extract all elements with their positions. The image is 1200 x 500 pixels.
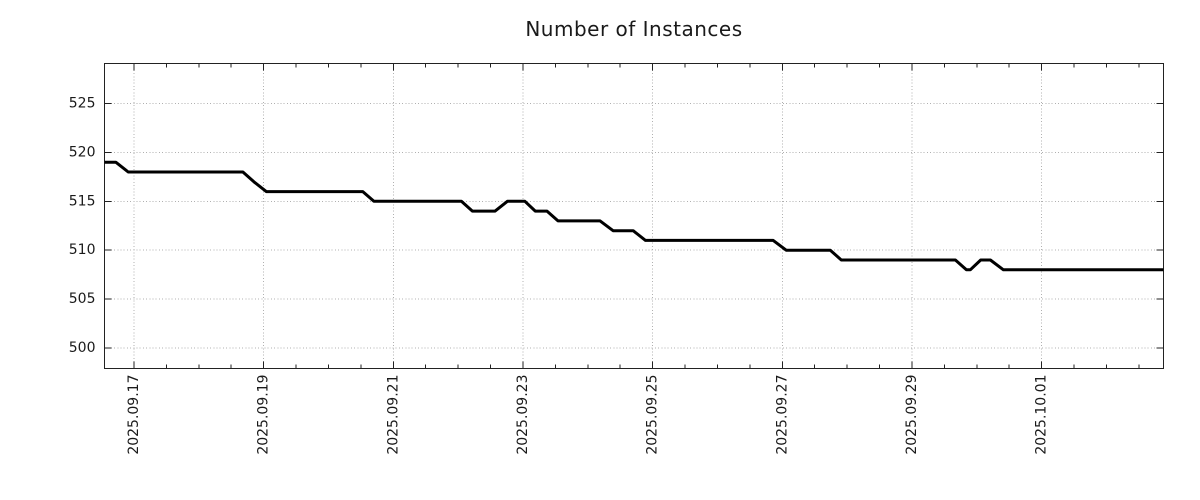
- y-tick-label: 520: [69, 144, 96, 160]
- y-tick-label: 505: [69, 291, 96, 307]
- x-tick-label: 2025.09.21: [385, 375, 401, 455]
- x-tick-label: 2025.09.29: [904, 375, 920, 455]
- plot-border: [104, 63, 1164, 369]
- y-tick-label: 515: [69, 193, 96, 209]
- series-line-instances: [104, 160, 1164, 272]
- y-tick-label: 510: [69, 242, 96, 258]
- x-tick-label: 2025.09.19: [256, 375, 272, 455]
- x-tick-label: 2025.09.27: [774, 375, 790, 455]
- x-tick-label: 2025.10.01: [1034, 375, 1050, 455]
- x-tick-label: 2025.09.23: [515, 375, 531, 455]
- x-tick-label: 2025.09.17: [126, 375, 142, 455]
- y-tick-label: 525: [69, 96, 96, 112]
- x-tick-label: 2025.09.25: [645, 375, 661, 455]
- y-tick-label: 500: [69, 340, 96, 356]
- chart-title: Number of Instances: [525, 17, 743, 41]
